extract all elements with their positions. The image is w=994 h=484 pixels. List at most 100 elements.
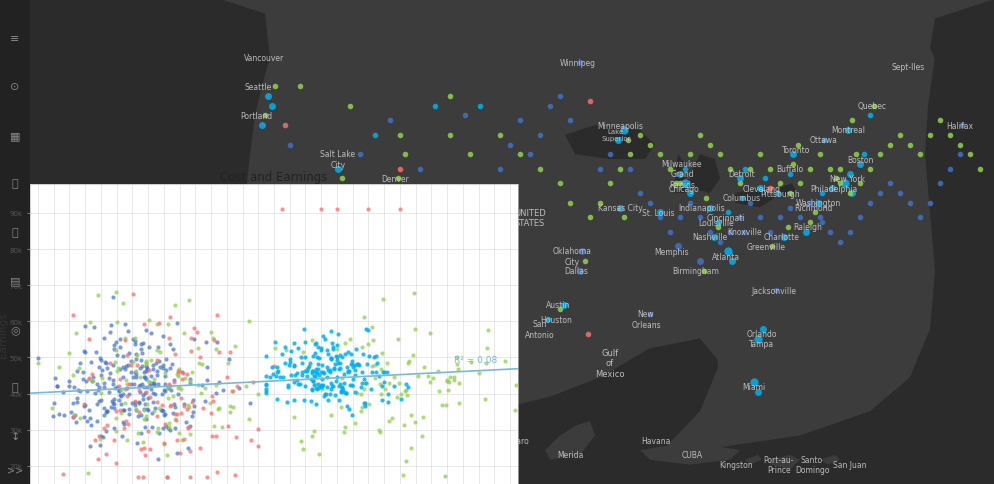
Point xyxy=(445,377,461,385)
Point xyxy=(170,369,186,377)
Text: CUBA: CUBA xyxy=(681,451,702,459)
Point xyxy=(229,433,245,441)
Point xyxy=(162,364,178,372)
Point xyxy=(73,387,88,394)
Point xyxy=(322,385,338,393)
Point xyxy=(96,411,112,419)
Point xyxy=(127,350,143,358)
Text: >>: >> xyxy=(7,465,23,474)
Point xyxy=(324,344,340,351)
Point xyxy=(450,399,466,407)
Text: ≡: ≡ xyxy=(10,34,20,44)
Text: ▤: ▤ xyxy=(10,276,20,286)
Point xyxy=(262,373,278,381)
Point xyxy=(265,363,281,370)
Point xyxy=(164,360,180,368)
Point xyxy=(257,381,273,389)
Point xyxy=(347,419,363,427)
Point xyxy=(88,381,104,389)
Point xyxy=(107,289,123,297)
Point xyxy=(345,363,361,371)
Point xyxy=(313,383,329,391)
Point xyxy=(166,400,182,408)
Polygon shape xyxy=(429,339,720,484)
Point xyxy=(371,426,387,434)
Polygon shape xyxy=(639,445,740,465)
Point xyxy=(323,411,339,419)
Point xyxy=(81,374,96,382)
Point xyxy=(111,344,127,351)
Point xyxy=(345,375,361,383)
Point xyxy=(163,387,179,394)
Point xyxy=(421,329,437,337)
Point xyxy=(309,369,325,377)
Point xyxy=(138,365,154,373)
Point xyxy=(89,417,105,424)
Point xyxy=(294,368,310,376)
Point xyxy=(312,368,328,376)
Point xyxy=(125,359,141,366)
Point xyxy=(146,407,162,415)
Point xyxy=(105,361,121,369)
Point xyxy=(518,401,534,409)
Point xyxy=(323,382,339,390)
Point xyxy=(307,365,323,373)
Point xyxy=(315,381,331,389)
Point xyxy=(343,350,359,358)
Point xyxy=(310,354,326,362)
Point xyxy=(365,336,381,344)
Text: Mexico City: Mexico City xyxy=(472,460,517,469)
Point xyxy=(366,353,382,361)
Point xyxy=(126,341,142,348)
Point xyxy=(302,397,318,405)
Text: Port-au-
Prince: Port-au- Prince xyxy=(763,455,793,474)
Point xyxy=(462,358,478,366)
Point xyxy=(336,379,352,387)
Point xyxy=(276,344,292,351)
Point xyxy=(112,335,128,343)
Point xyxy=(182,376,198,383)
Point xyxy=(125,336,141,344)
Point xyxy=(78,402,93,409)
Point xyxy=(51,410,67,418)
Text: ⤢: ⤢ xyxy=(12,179,18,189)
Point xyxy=(115,407,131,414)
Text: New York: New York xyxy=(830,175,865,183)
Point xyxy=(379,368,395,376)
Point xyxy=(376,378,392,386)
Point xyxy=(138,359,154,367)
Point xyxy=(123,361,139,369)
Point xyxy=(329,206,345,214)
Point xyxy=(142,393,158,401)
Polygon shape xyxy=(0,0,249,460)
Text: ⊙: ⊙ xyxy=(10,82,20,92)
Point xyxy=(184,368,200,376)
Point xyxy=(156,421,172,428)
Point xyxy=(314,361,330,369)
Point xyxy=(84,371,100,378)
Point xyxy=(156,412,172,420)
Polygon shape xyxy=(674,155,684,194)
Point xyxy=(190,381,206,389)
Point xyxy=(44,404,60,412)
Point xyxy=(182,430,198,438)
Text: Louisville: Louisville xyxy=(698,218,734,227)
Point xyxy=(110,382,126,390)
Point xyxy=(358,326,374,333)
Point xyxy=(106,341,122,349)
Point xyxy=(315,333,331,341)
Point xyxy=(281,359,297,366)
Point xyxy=(416,363,432,371)
Point xyxy=(193,389,209,397)
Point xyxy=(178,418,194,425)
Point xyxy=(128,371,144,378)
Polygon shape xyxy=(565,126,654,160)
Point xyxy=(96,358,112,366)
Point xyxy=(131,382,147,390)
Point xyxy=(167,403,183,411)
Point xyxy=(161,382,177,390)
Point xyxy=(132,364,148,372)
Point xyxy=(353,408,369,415)
Point xyxy=(149,320,165,328)
Point xyxy=(113,387,129,394)
